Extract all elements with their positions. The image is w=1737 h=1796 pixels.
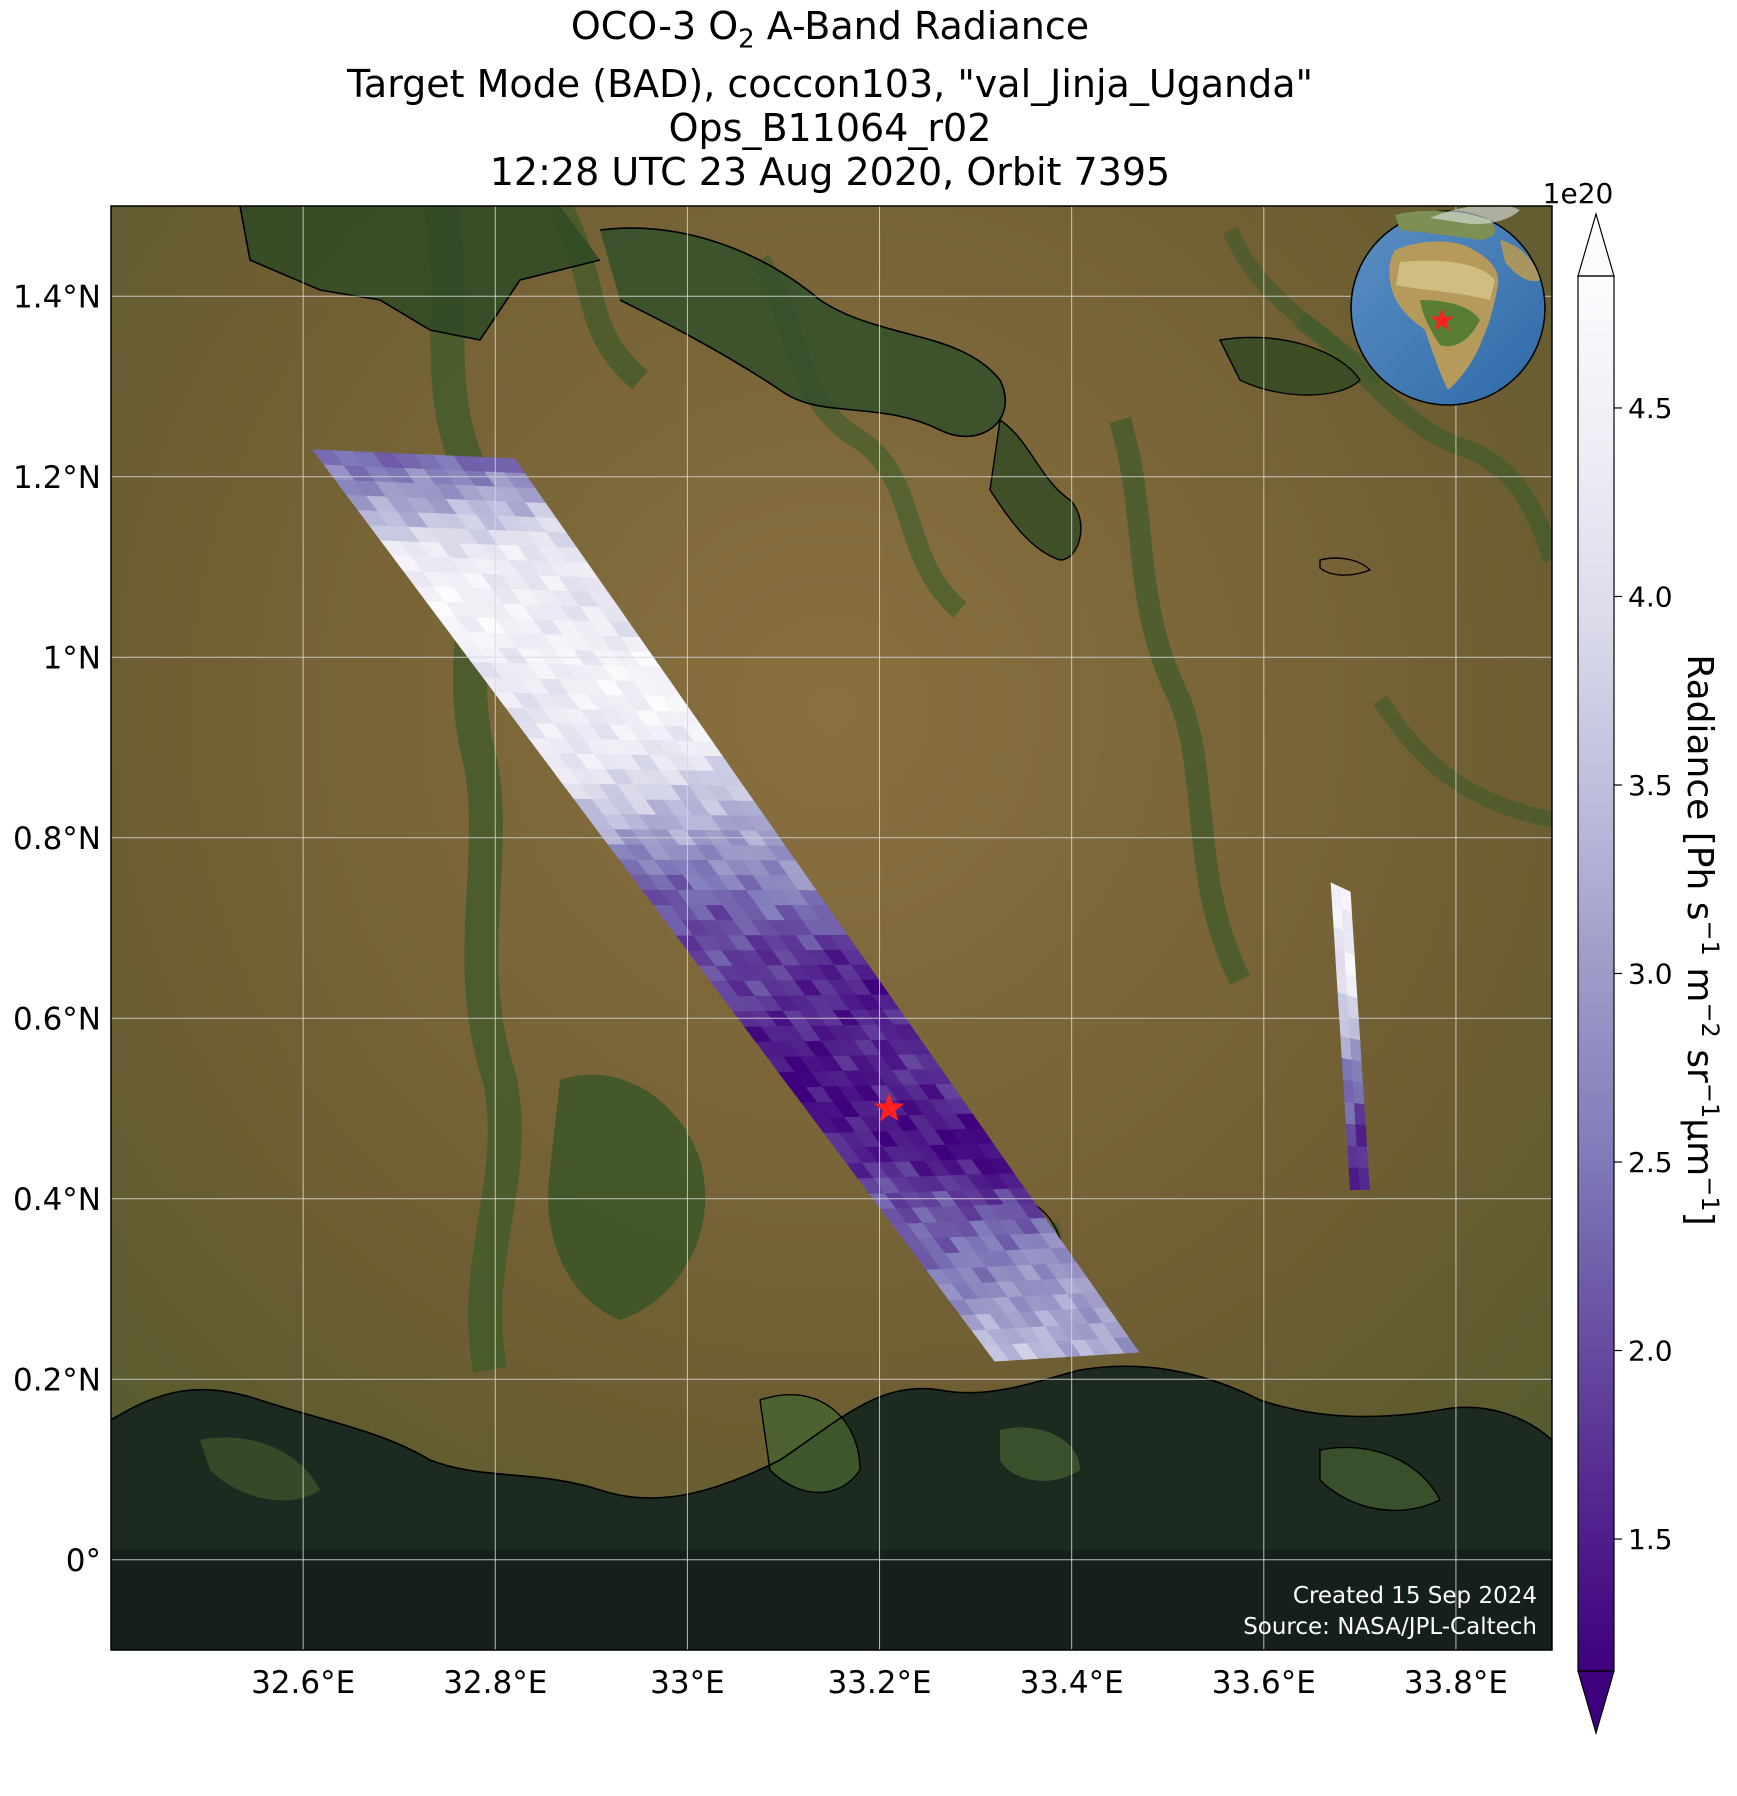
lon-tick-label: 33.2°E: [827, 1665, 931, 1701]
lon-tick-label: 32.6°E: [251, 1665, 355, 1701]
swath-footprint: [1344, 951, 1357, 978]
colorbar-tick-label: 3.5: [1628, 769, 1673, 802]
colorbar-extend-bottom: [1577, 1670, 1615, 1736]
axis-ticks: 32.6°E 32.8°E 33°E 33.2°E 33.4°E 33.6°E 33.8°E…: [13, 279, 1508, 1701]
swath-footprint: [1356, 1146, 1369, 1169]
swath-footprint: [1113, 1336, 1140, 1354]
figure-title: OCO-3 O2 A-Band Radiance Target Mode (BA…: [0, 4, 1660, 194]
swath-footprint: [1345, 1123, 1358, 1147]
swath-footprint: [1348, 1016, 1361, 1042]
title-line-4: 12:28 UTC 23 Aug 2020, Orbit 7395: [489, 149, 1171, 194]
swath-footprint: [1344, 1101, 1357, 1126]
lat-tick-label: 1.2°N: [13, 460, 101, 496]
swath-footprint: [1354, 1102, 1366, 1127]
swath-footprint: [1341, 1057, 1354, 1083]
lat-tick-label: 0.6°N: [13, 1001, 101, 1037]
swath-footprint: [1347, 1145, 1359, 1169]
title-line-1: OCO-3 O2 A-Band Radiance: [570, 4, 1090, 55]
title-line-3: Ops_B11064_r02: [668, 105, 992, 150]
lon-tick-label: 33.8°E: [1404, 1665, 1508, 1701]
colorbar-tick-label: 2.5: [1628, 1146, 1673, 1179]
target-star-icon: [873, 1092, 905, 1122]
secondary-swath: [1330, 882, 1370, 1190]
swath-footprint: [1345, 973, 1358, 999]
inset-globe: [1350, 204, 1546, 406]
created-credit: Created 15 Sep 2024: [1293, 1583, 1537, 1609]
colorbar-tick-label: 4.5: [1628, 392, 1673, 425]
lat-tick-label: 0.2°N: [13, 1362, 101, 1398]
source-credit: Source: NASA/JPL-Caltech: [1243, 1614, 1537, 1640]
swath-footprint: [1358, 1167, 1370, 1190]
colorbar-tick-label: 4.0: [1628, 580, 1673, 613]
swath-footprint: [1349, 1038, 1362, 1063]
colorbar-tick-label: 2.0: [1628, 1335, 1673, 1368]
lon-tick-label: 33.4°E: [1020, 1665, 1124, 1701]
colorbar-tick-label: 1.5: [1628, 1523, 1673, 1556]
lat-tick-label: 1°N: [43, 640, 101, 676]
lon-tick-label: 33°E: [650, 1665, 725, 1701]
lon-tick-label: 33.6°E: [1212, 1665, 1316, 1701]
swath-footprint: [1340, 1035, 1352, 1061]
colorbar-tick-label: 3.0: [1628, 958, 1673, 991]
lat-tick-label: 1.4°N: [13, 279, 101, 315]
target-marker: [873, 1092, 905, 1122]
swath-footprint: [1352, 1081, 1365, 1105]
map-frame: [110, 205, 1553, 1651]
lon-tick-label: 32.8°E: [443, 1665, 547, 1701]
swath-footprint: [1343, 1079, 1355, 1104]
radiance-swaths: [312, 449, 1370, 1362]
colorbar: 1.5 2.0 2.5 3.0 3.5 4.0 4.5 1e20 Radiance [Ph …: [1543, 177, 1724, 1736]
colorbar-exponent: 1e20: [1543, 177, 1614, 210]
swath-footprint: [1351, 1059, 1363, 1084]
lat-tick-label: 0.4°N: [13, 1182, 101, 1218]
lat-tick-label: 0°: [66, 1543, 101, 1579]
swath-footprint: [1343, 930, 1355, 957]
colorbar-label: Radiance [Ph s−1 m−2 sr−1μm−1]: [1679, 654, 1724, 1225]
colorbar-gradient: [1578, 276, 1614, 1671]
colorbar-extend-top: [1577, 211, 1615, 277]
swath-footprint: [1334, 948, 1347, 975]
graticule: [111, 206, 1552, 1650]
title-line-2: Target Mode (BAD), coccon103, "val_Jinja…: [346, 61, 1314, 106]
main-swath: [312, 449, 1140, 1362]
swath-footprint: [1348, 1167, 1361, 1190]
swath-footprint: [1347, 994, 1359, 1020]
lat-tick-label: 0.8°N: [13, 821, 101, 857]
swath-footprint: [1355, 1124, 1368, 1148]
